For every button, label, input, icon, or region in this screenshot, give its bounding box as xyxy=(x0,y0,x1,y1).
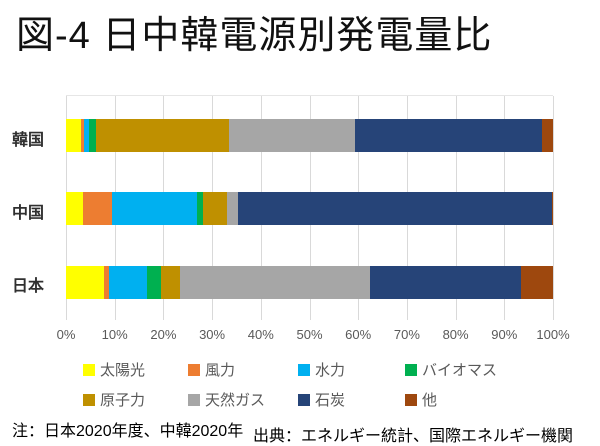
x-tick-label: 100% xyxy=(536,327,570,342)
bar-segment xyxy=(146,266,161,299)
bar-segment xyxy=(96,119,230,152)
legend-item: 石炭 xyxy=(298,389,405,410)
bar-segment xyxy=(66,266,105,299)
x-tick-label: 80% xyxy=(442,327,469,342)
legend-swatch xyxy=(83,363,95,376)
legend-item: バイオマス xyxy=(405,359,497,380)
plot-area xyxy=(66,95,554,320)
legend-item: 風力 xyxy=(188,359,298,380)
x-tick-label: 30% xyxy=(199,327,226,342)
x-tick-label: 60% xyxy=(345,327,372,342)
legend-swatch xyxy=(83,393,95,406)
bar-segment xyxy=(80,119,85,152)
bar-row xyxy=(66,266,553,299)
legend-label: 風力 xyxy=(205,362,236,379)
gridline xyxy=(553,96,554,320)
legend-item: 太陽光 xyxy=(83,359,188,380)
x-tick-label: 90% xyxy=(491,327,518,342)
x-tick-label: 0% xyxy=(56,327,76,342)
legend: 太陽光 風力 水力 バイオマス原子力 天然ガス 石炭 他 xyxy=(83,359,497,410)
bar-segment xyxy=(66,119,81,152)
legend-label: 原子力 xyxy=(100,392,146,409)
source-text: 出典：エネルギー統計、国際エネルギー機関 xyxy=(253,428,574,445)
bar-segment xyxy=(160,266,180,299)
bar-segment xyxy=(520,266,553,299)
legend-swatch xyxy=(298,363,310,376)
bar-segment xyxy=(104,266,109,299)
bar-row xyxy=(66,119,553,152)
bar-segment xyxy=(66,192,84,225)
legend-item: 水力 xyxy=(298,359,405,380)
legend-swatch xyxy=(188,393,200,406)
bar-segment xyxy=(179,266,370,299)
bar-segment xyxy=(108,266,147,299)
legend-swatch xyxy=(405,393,417,406)
legend-swatch xyxy=(405,363,417,376)
legend-label: 他 xyxy=(422,392,438,409)
category-label: 韓国 xyxy=(12,132,45,149)
bar-segment xyxy=(84,119,90,152)
x-tick-label: 70% xyxy=(393,327,420,342)
legend-label: 太陽光 xyxy=(100,362,146,379)
bar-segment xyxy=(551,192,553,225)
x-tick-label: 20% xyxy=(150,327,177,342)
bar-segment xyxy=(369,266,521,299)
legend-label: バイオマス xyxy=(422,362,498,379)
legend-label: 天然ガス xyxy=(205,392,266,409)
note-text: 注：日本2020年度、中韓2020年 xyxy=(12,423,244,440)
legend-swatch xyxy=(298,393,310,406)
category-label: 日本 xyxy=(12,278,45,295)
x-tick-label: 50% xyxy=(296,327,323,342)
legend-label: 水力 xyxy=(315,362,346,379)
bar-segment xyxy=(203,192,227,225)
bar-segment xyxy=(112,192,197,225)
bar-segment xyxy=(226,192,239,225)
bar-segment xyxy=(542,119,553,152)
bar-segment xyxy=(83,192,113,225)
legend-item: 天然ガス xyxy=(188,389,298,410)
legend-label: 石炭 xyxy=(315,392,346,409)
bar-segment xyxy=(89,119,97,152)
x-tick-label: 40% xyxy=(247,327,274,342)
bar-row xyxy=(66,192,553,225)
bar-segment xyxy=(229,119,355,152)
legend-item: 原子力 xyxy=(83,389,188,410)
bar-segment xyxy=(238,192,552,225)
x-tick-label: 10% xyxy=(101,327,128,342)
legend-item: 他 xyxy=(405,389,497,410)
chart-title: 図-4 日中韓電源別発電量比 xyxy=(16,15,493,57)
bar-segment xyxy=(196,192,204,225)
legend-swatch xyxy=(188,363,200,376)
bar-segment xyxy=(354,119,543,152)
category-label: 中国 xyxy=(12,205,45,222)
